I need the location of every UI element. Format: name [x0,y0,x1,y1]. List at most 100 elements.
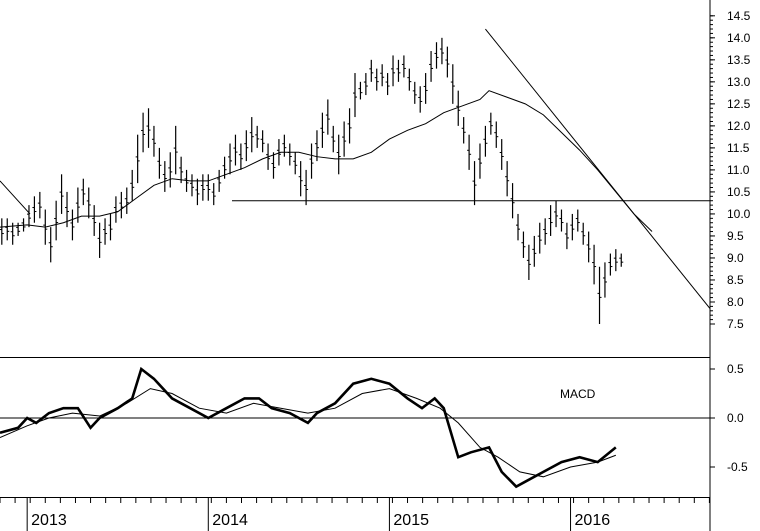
price-y-tick-label: 8.0 [727,295,744,309]
ohlc-bar [450,64,455,104]
ohlc-bar [363,73,368,96]
ohlc-bar [97,222,102,258]
ohlc-bar [554,200,559,228]
ohlc-bar [347,108,352,144]
ohlc-bar [304,169,309,206]
ohlc-bar [314,130,319,162]
ohlc-bar [119,191,124,219]
x-year-label: 2014 [212,512,248,529]
ohlc-bar [195,178,200,206]
price-y-tick-label: 8.5 [727,273,744,287]
ohlc-bar [429,51,434,82]
ohlc-bar [92,205,97,236]
ohlc-bar [65,191,70,228]
ohlc-bar [211,183,216,206]
signal-line [0,388,616,478]
ohlc-bar [613,249,618,272]
ohlc-bar [369,59,374,82]
ohlc-bar [602,262,607,298]
ohlc-bar [184,169,189,192]
ohlc-bar [499,139,504,170]
ohlc-bar [16,222,21,236]
macd-label: MACD [560,387,596,401]
ohlc-bar [461,117,466,144]
ohlc-bar [336,134,341,175]
ohlc-bar [391,55,396,87]
ohlc-bar [320,112,325,148]
macd-line [0,366,617,489]
ohlc-bar [5,218,10,241]
price-y-tick-label: 12.0 [727,119,751,133]
ohlc-bar [135,134,140,184]
ohlc-bar [179,156,184,184]
ohlc-bar [21,218,26,232]
trend-line [485,28,711,309]
price-panel: 14.5 14.0 13.5 13.0 12.5 12.0 11.5 11.0 10.5 10.0… [0,9,751,331]
ohlc-bar [516,213,521,241]
ohlc-bar [108,213,113,241]
ohlc-bar [342,121,347,157]
price-y-tick-label: 11.5 [727,141,750,155]
ohlc-bar [293,152,298,175]
ohlc-bar [206,174,211,201]
ohlc-bar [244,130,249,162]
ohlc-bar [228,143,233,175]
macd-y-tick-label: -0.5 [727,460,748,474]
ohlc-bar [331,125,336,153]
ohlc-bar [260,130,265,153]
ohlc-bar [412,81,417,104]
ohlc-bar [592,244,597,285]
macd-panel: MACD 0.5 0.0 -0.5 [0,362,748,489]
ohlc-bar [586,231,591,263]
ohlc-bar [467,134,472,170]
ohlc-bar [325,99,330,135]
price-y-tick-label: 11.0 [727,163,750,177]
ohlc-bar [570,213,575,241]
ohlc-bar [59,174,64,214]
ohlc-bar [54,200,59,241]
ohlc-bar [532,235,537,267]
ohlc-bar [434,42,439,69]
ohlc-bar [537,222,542,254]
ohlc-bar [249,117,254,153]
ohlc-bar [483,125,488,157]
ohlc-bar [353,73,357,118]
ohlc-bar [255,125,260,148]
ohlc-bar [423,73,428,104]
ohlc-bar [287,143,292,166]
ohlc-bar [559,209,564,232]
price-y-tick-label: 7.5 [727,317,744,331]
ohlc-bar [157,147,162,179]
price-y-tick-label: 9.5 [727,229,744,243]
ohlc-bar [189,174,194,197]
price-y-tick-label: 10.5 [727,185,751,199]
ohlc-bar [173,125,178,175]
ohlc-bar [141,112,146,153]
ohlc-bar [418,86,423,113]
moving-average-line [0,90,653,232]
ohlc-bar [374,68,379,91]
ohlc-bar [130,169,135,201]
ohlc-bar [26,205,31,228]
ohlc-bar [124,187,129,214]
ohlc-bar [608,253,613,276]
price-y-tick-label: 12.5 [727,97,751,111]
ohlc-bar [48,227,53,263]
x-year-label: 2016 [575,512,611,529]
ohlc-bar [548,205,553,236]
ohlc-bar [86,187,91,219]
ohlc-bar [597,266,602,324]
price-y-tick-label: 14.5 [727,9,751,23]
ohlc-bar [309,143,314,179]
ohlc-bar [456,90,461,126]
ohlc-bar [521,231,526,258]
ohlc-bar [472,161,477,206]
ohlc-bar [510,183,515,219]
ohlc-bar [103,218,108,245]
ohlc-bar [70,209,75,241]
ohlc-bar [526,244,531,280]
ohlc-bar [81,178,86,206]
ohlc-bar [358,81,363,100]
ohlc-bar [200,174,205,201]
